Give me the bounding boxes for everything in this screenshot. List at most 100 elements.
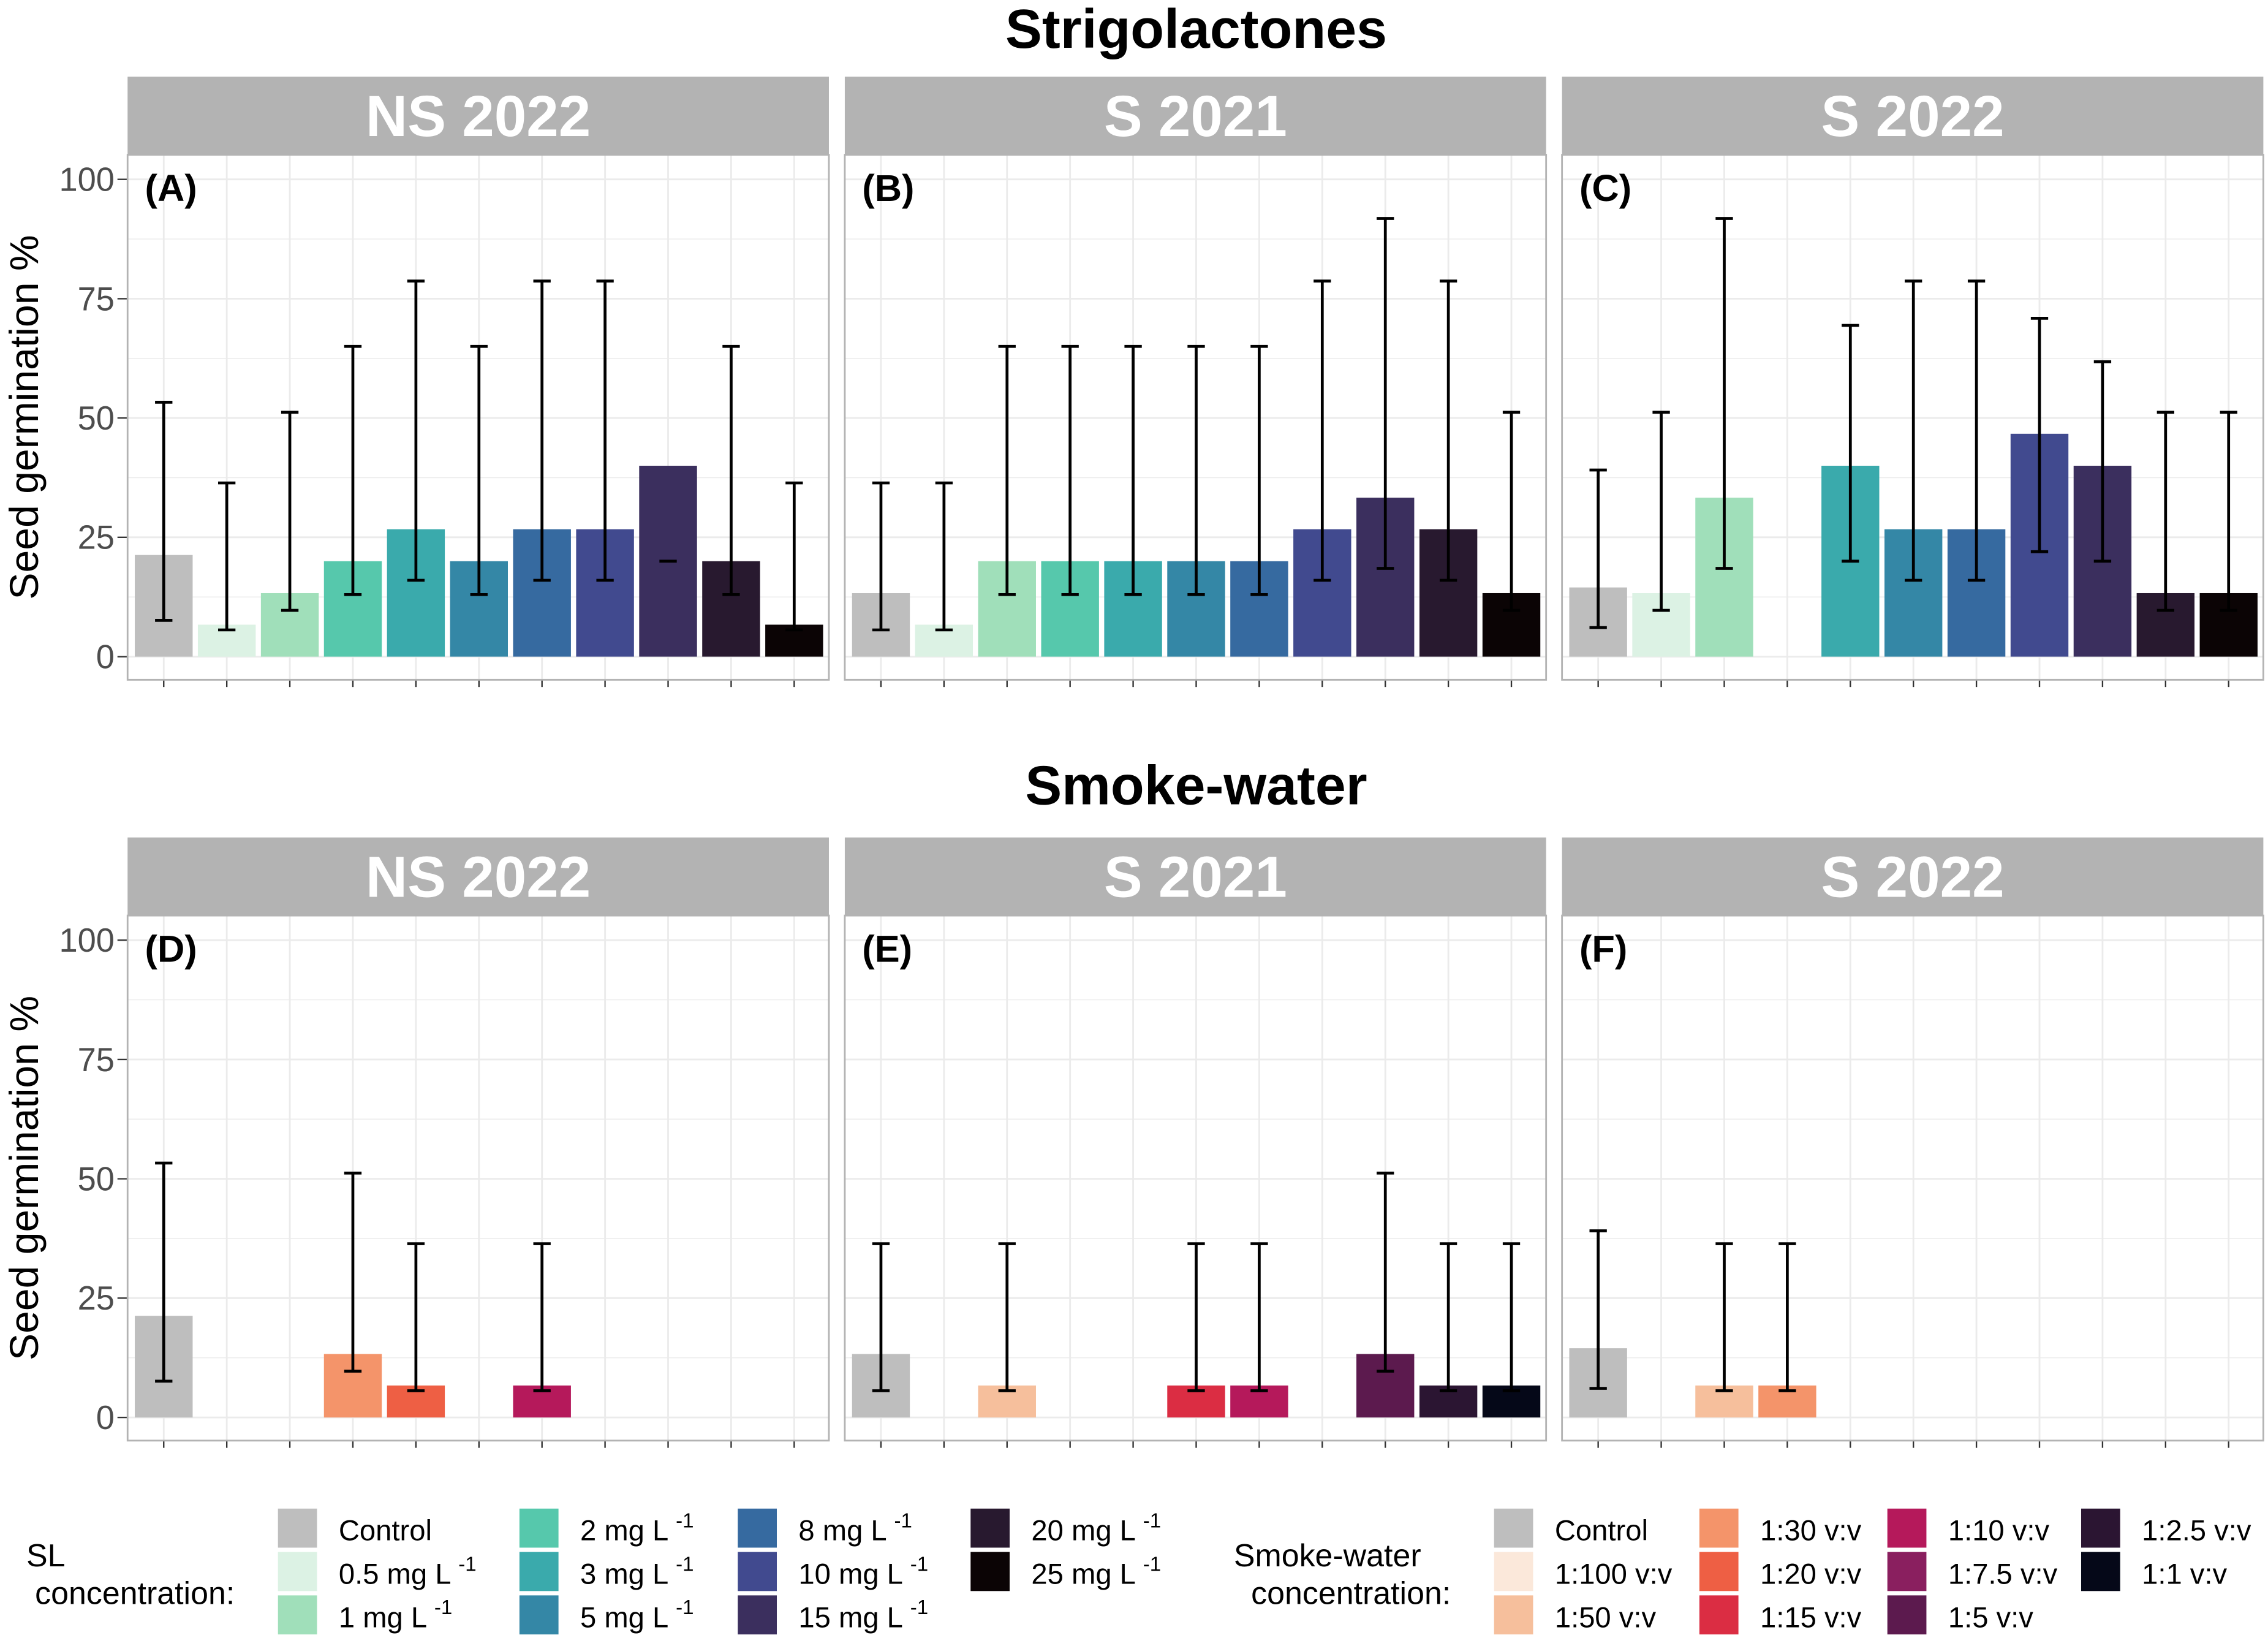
- panel-tag: (B): [862, 167, 914, 210]
- legend-label-superscript: -1: [1143, 1553, 1161, 1576]
- legend-label-text: 25 mg L: [1031, 1558, 1136, 1591]
- panel-border: [844, 154, 1548, 681]
- legend-label-superscript: -1: [910, 1553, 928, 1576]
- y-tick-label: 100: [59, 922, 115, 959]
- facet-strip-label: NS 2022: [366, 85, 591, 149]
- legend-label-text: 2 mg L: [580, 1515, 668, 1547]
- legend-label-superscript: -1: [1143, 1509, 1161, 1532]
- legend-item: 2 mg L -1: [519, 1508, 694, 1548]
- y-tick-label: 0: [96, 638, 115, 675]
- legend-key: [278, 1552, 317, 1591]
- legend-label: 1:15 v:v: [1760, 1601, 1862, 1634]
- legend-key: [970, 1552, 1010, 1591]
- legend-key: [519, 1508, 559, 1548]
- legend-key: [1494, 1595, 1533, 1635]
- group-title: Strigolactones: [1005, 0, 1387, 60]
- facet-strip: [1562, 77, 2264, 155]
- legend-label: 8 mg L -1: [798, 1509, 912, 1547]
- legend-item: 25 mg L -1: [970, 1552, 1161, 1591]
- y-tick-label: 50: [78, 400, 115, 437]
- panel-border: [1561, 914, 2264, 1442]
- legend-item: 1 mg L -1: [278, 1595, 452, 1635]
- legend-label-text: 0.5 mg L: [339, 1558, 452, 1591]
- y-tick-label: 50: [78, 1161, 115, 1198]
- legend-label-superscript: -1: [676, 1509, 694, 1532]
- panel-f: S 2022 (F): [1561, 837, 2264, 1448]
- legend-label: 3 mg L -1: [580, 1553, 694, 1590]
- panel-a: NS 2022 (A): [126, 77, 830, 688]
- legend-label: Control: [1555, 1515, 1648, 1547]
- legend-item: 15 mg L -1: [738, 1595, 928, 1635]
- legend-item: 1:10 v:v: [1887, 1508, 2050, 1548]
- y-tick-label: 75: [78, 280, 115, 317]
- y-tick-label: 75: [78, 1041, 115, 1079]
- y-tick-label: 25: [78, 519, 115, 556]
- legend-item: 20 mg L -1: [970, 1508, 1161, 1548]
- legend-item: 1:1 v:v: [2081, 1552, 2228, 1591]
- legend-label-text: Control: [1555, 1515, 1648, 1547]
- facet-strip-label: S 2022: [1821, 845, 2004, 909]
- legend-item: Control: [278, 1508, 432, 1548]
- legend-label-superscript: -1: [434, 1596, 452, 1619]
- facet-strip: [844, 837, 1546, 916]
- panel-border: [1561, 154, 2264, 681]
- facet-strip-label: S 2021: [1104, 85, 1287, 149]
- y-tick-label: 100: [59, 161, 115, 199]
- legend-label: 1:50 v:v: [1555, 1601, 1657, 1634]
- legend-key: [2081, 1552, 2120, 1591]
- legend-label: 1:10 v:v: [1948, 1515, 2050, 1547]
- legend-label: 1:30 v:v: [1760, 1515, 1862, 1547]
- legend-key: [738, 1595, 777, 1635]
- facet-strip: [127, 837, 829, 916]
- legend-label: 20 mg L -1: [1031, 1509, 1161, 1547]
- y-axis-title: Seed germination %: [2, 235, 47, 599]
- legend-item: 1:15 v:v: [1699, 1595, 1862, 1635]
- panel-e: S 2021 (E): [844, 837, 1548, 1448]
- panel-border: [126, 914, 830, 1442]
- legend-item: 0.5 mg L -1: [278, 1552, 477, 1591]
- legend-key: [1699, 1595, 1739, 1635]
- panel-border: [126, 154, 830, 681]
- legend-item: 10 mg L -1: [738, 1552, 928, 1591]
- legend-key: [1887, 1552, 1927, 1591]
- legend-label-text: 1:5 v:v: [1948, 1601, 2033, 1634]
- legend-label: 1:5 v:v: [1948, 1601, 2033, 1634]
- legend-label: 1 mg L -1: [339, 1596, 452, 1634]
- legend-item: 1:30 v:v: [1699, 1508, 1862, 1548]
- legend-label-text: 15 mg L: [798, 1601, 903, 1634]
- legend-label-text: 5 mg L: [580, 1601, 668, 1634]
- legend-label-text: 1 mg L: [339, 1601, 427, 1634]
- y-tick-label: 25: [78, 1280, 115, 1317]
- facet-strip-label: NS 2022: [366, 845, 591, 909]
- legend-item: 1:7.5 v:v: [1887, 1552, 2058, 1591]
- legend-key: [1887, 1595, 1927, 1635]
- legend-label-text: 1:15 v:v: [1760, 1601, 1862, 1634]
- legend-key: [1699, 1552, 1739, 1591]
- legend-key: [1494, 1552, 1533, 1591]
- panel-tag: (A): [145, 167, 197, 210]
- panel-tag: (C): [1579, 167, 1631, 210]
- legend-key: [738, 1508, 777, 1548]
- legend-key: [1887, 1508, 1927, 1548]
- legend-item: 1:20 v:v: [1699, 1552, 1862, 1591]
- legend-key: [519, 1595, 559, 1635]
- legend-item: 8 mg L -1: [738, 1508, 912, 1548]
- legend-item: 3 mg L -1: [519, 1552, 694, 1591]
- legend-label-superscript: -1: [676, 1596, 694, 1619]
- legend-key: [278, 1595, 317, 1635]
- legend-title: concentration:: [35, 1576, 235, 1612]
- legend-label: 1:100 v:v: [1555, 1558, 1673, 1591]
- panel-border: [844, 914, 1548, 1442]
- panel-d: NS 2022 (D): [126, 837, 830, 1448]
- legend-label-superscript: -1: [894, 1509, 912, 1532]
- legend-label: 1:1 v:v: [2142, 1558, 2227, 1591]
- y-tick-label: 0: [96, 1399, 115, 1436]
- panel-b: S 2021 (B): [844, 77, 1548, 688]
- legend-item: 1:2.5 v:v: [2081, 1508, 2251, 1548]
- legend-item: 1:5 v:v: [1887, 1595, 2033, 1635]
- legend-key: [738, 1552, 777, 1591]
- facet-strip: [844, 77, 1546, 155]
- legend-key: [970, 1508, 1010, 1548]
- legend-item: 5 mg L -1: [519, 1595, 694, 1635]
